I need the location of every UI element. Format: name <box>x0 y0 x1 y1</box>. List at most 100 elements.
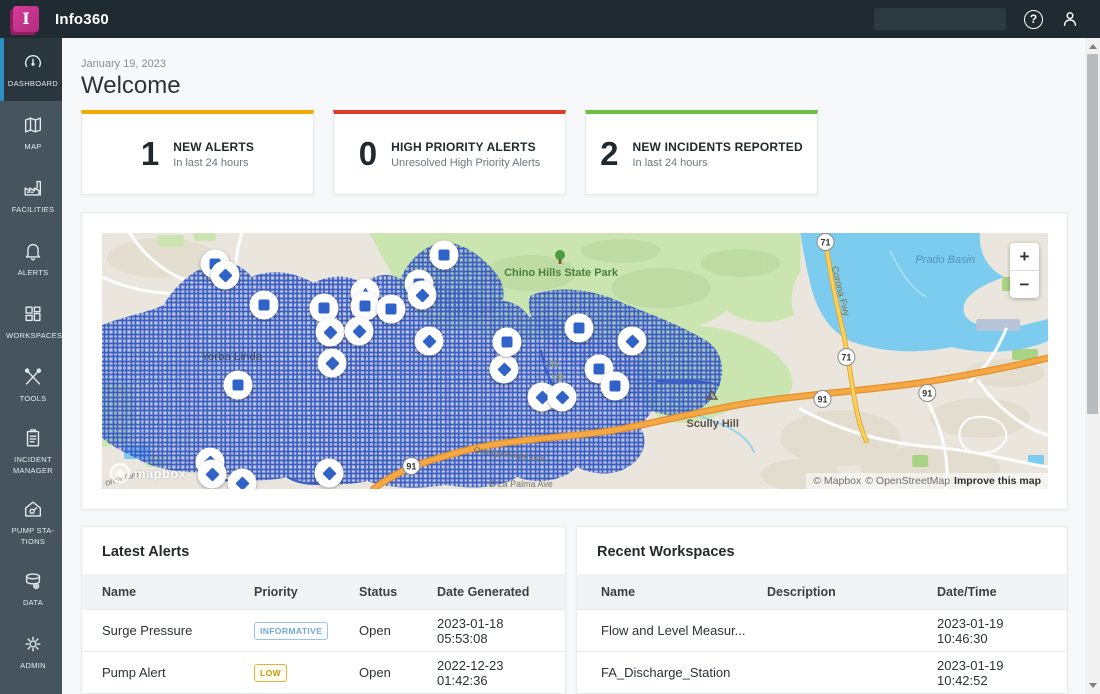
tools-icon <box>24 368 42 385</box>
map-marker-diamond[interactable] <box>315 317 345 347</box>
grid-icon <box>25 306 41 321</box>
diamond-glyph-icon <box>321 465 337 481</box>
sidebar-item-workspaces[interactable]: WORKSPACES <box>0 290 62 353</box>
alert-row[interactable]: Surge Pressure INFORMATIVE Open 2023-01-… <box>82 609 565 651</box>
workspace-row[interactable]: FA_Discharge_Station 2023-01-19 10:42:52 <box>577 651 1067 693</box>
stat-card-high-priority-alerts[interactable]: 0 HIGH PRIORITY ALERTS Unresolved High P… <box>333 110 566 195</box>
sidebar-item-facilities[interactable]: FACILITIES <box>0 164 62 227</box>
alert-status: Open <box>359 623 391 638</box>
attribution-osm[interactable]: © OpenStreetMap <box>865 475 951 487</box>
current-date: January 19, 2023 <box>81 58 167 70</box>
sidebar-item-dashboard[interactable]: DASHBOARD <box>0 38 62 101</box>
square-glyph-icon <box>501 336 513 348</box>
gear-icon <box>25 636 41 652</box>
pump-house-icon <box>24 500 42 517</box>
zoom-out-button[interactable]: − <box>1019 274 1030 294</box>
square-glyph-icon <box>385 303 397 315</box>
sidebar-item-map[interactable]: MAP <box>0 101 62 164</box>
stat-value: 1 <box>140 135 160 172</box>
highway-91 <box>369 354 1048 489</box>
sidebar-nav: DASHBOARD MAP FACILITIES ALERTS WORKSPAC… <box>0 38 62 694</box>
stat-subtitle: In last 24 hours <box>173 156 249 169</box>
stat-card-new-incidents[interactable]: 2 NEW INCIDENTS REPORTED In last 24 hour… <box>585 110 818 195</box>
priority-badge: LOW <box>254 663 288 682</box>
diamond-glyph-icon <box>554 389 570 405</box>
improve-map-link[interactable]: Improve this map <box>954 475 1041 487</box>
square-glyph-icon <box>609 380 621 392</box>
label-fragment: RY <box>549 360 560 369</box>
map-marker-diamond[interactable] <box>227 468 257 489</box>
svg-text:71: 71 <box>820 237 830 247</box>
map-markers-layer <box>102 233 1048 489</box>
zoom-in-button[interactable]: + <box>1019 246 1030 266</box>
map-zoom-control: + − <box>1010 243 1039 298</box>
diamond-glyph-icon <box>496 361 512 377</box>
workspace-datetime: 2023-01-19 10:46:30 <box>937 615 1004 646</box>
sidebar-item-label: WORKSPACES <box>6 330 63 340</box>
map-marker-square[interactable] <box>223 370 253 400</box>
recent-workspaces-title: Recent Workspaces <box>597 544 735 560</box>
map-marker-square[interactable] <box>429 240 459 270</box>
latest-alerts-card: Latest Alerts Name Priority Status Date … <box>81 526 566 694</box>
sidebar-item-admin[interactable]: ADMIN <box>0 620 62 683</box>
stat-subtitle: Unresolved High Priority Alerts <box>391 156 541 169</box>
help-icon[interactable]: ? <box>1024 9 1043 29</box>
factory-icon <box>24 180 42 196</box>
alert-row[interactable]: Pump Alert LOW Open 2022-12-23 01:42:36 <box>82 651 565 693</box>
map-marker-diamond[interactable] <box>489 354 519 384</box>
map-marker-diamond[interactable] <box>407 280 437 310</box>
map-canvas[interactable]: Chino Hills State Park Prado Basin Scull… <box>102 233 1048 489</box>
sidebar-item-incident-manager[interactable]: INCIDENT MANAGER <box>0 416 62 487</box>
scrollbar-down-arrow[interactable] <box>1088 683 1097 688</box>
map-marker-square[interactable] <box>376 294 406 324</box>
map-marker-diamond[interactable] <box>414 326 444 356</box>
mapbox-logo-icon <box>110 463 130 483</box>
main-content: January 19, 2023 Welcome 1 NEW ALERTS In… <box>62 38 1085 694</box>
svg-text:91: 91 <box>817 394 827 404</box>
stat-card-new-alerts[interactable]: 1 NEW ALERTS In last 24 hours <box>81 110 314 195</box>
workspace-row[interactable]: Flow and Level Measur... 2023-01-19 10:4… <box>577 609 1067 651</box>
diamond-glyph-icon <box>421 333 437 349</box>
user-account-icon[interactable] <box>1060 9 1080 29</box>
map-marker-diamond[interactable] <box>197 459 227 489</box>
map-marker-square[interactable] <box>492 327 522 357</box>
attribution-mapbox[interactable]: © Mapbox <box>813 475 862 487</box>
road-label-lapalma: E La Palma Ave <box>489 479 553 489</box>
info360-logo-icon: I <box>13 6 39 32</box>
map-marker-diamond[interactable] <box>210 260 240 290</box>
app-title: Info360 <box>55 10 109 28</box>
mapbox-logo[interactable]: mapbox <box>110 463 186 483</box>
priority-badge: INFORMATIVE <box>254 621 329 640</box>
square-glyph-icon <box>258 299 270 311</box>
diamond-glyph-icon <box>414 287 430 303</box>
sidebar-item-data[interactable]: DATA <box>0 557 62 620</box>
map-marker-diamond[interactable] <box>317 348 347 378</box>
sidebar-item-pump-stations[interactable]: PUMP STA-TIONS <box>0 487 62 558</box>
sidebar-item-label: TOOLS <box>19 393 47 403</box>
water-label: Prado Basin <box>915 254 975 266</box>
basemap-svg: Chino Hills State Park Prado Basin Scull… <box>102 233 1048 489</box>
diamond-glyph-icon <box>217 267 233 283</box>
scrollbar-thumb[interactable] <box>1087 54 1098 414</box>
map-marker-square[interactable] <box>350 291 380 321</box>
scrollbar-up-arrow[interactable] <box>1088 44 1097 49</box>
sidebar-item-alerts[interactable]: ALERTS <box>0 227 62 290</box>
sidebar-item-tools[interactable]: TOOLS <box>0 353 62 416</box>
search-input[interactable] <box>874 8 1006 30</box>
alert-status: Open <box>359 665 391 680</box>
map-marker-diamond[interactable] <box>314 458 344 488</box>
map-marker-square[interactable] <box>249 290 279 320</box>
park-label: Chino Hills State Park <box>504 267 619 279</box>
stat-value: 2 <box>600 135 619 172</box>
alert-name: Surge Pressure <box>102 623 193 638</box>
square-glyph-icon <box>359 300 371 312</box>
map-marker-square[interactable] <box>564 313 594 343</box>
sidebar-item-label: INCIDENT MANAGER <box>12 455 54 476</box>
map-marker-diamond[interactable] <box>547 382 577 412</box>
page-scrollbar[interactable] <box>1085 38 1100 694</box>
square-glyph-icon <box>232 379 244 391</box>
map-marker-square[interactable] <box>600 371 630 401</box>
stat-title: NEW ALERTS <box>173 139 255 154</box>
map-marker-diamond[interactable] <box>344 316 374 346</box>
map-marker-diamond[interactable] <box>617 326 647 356</box>
